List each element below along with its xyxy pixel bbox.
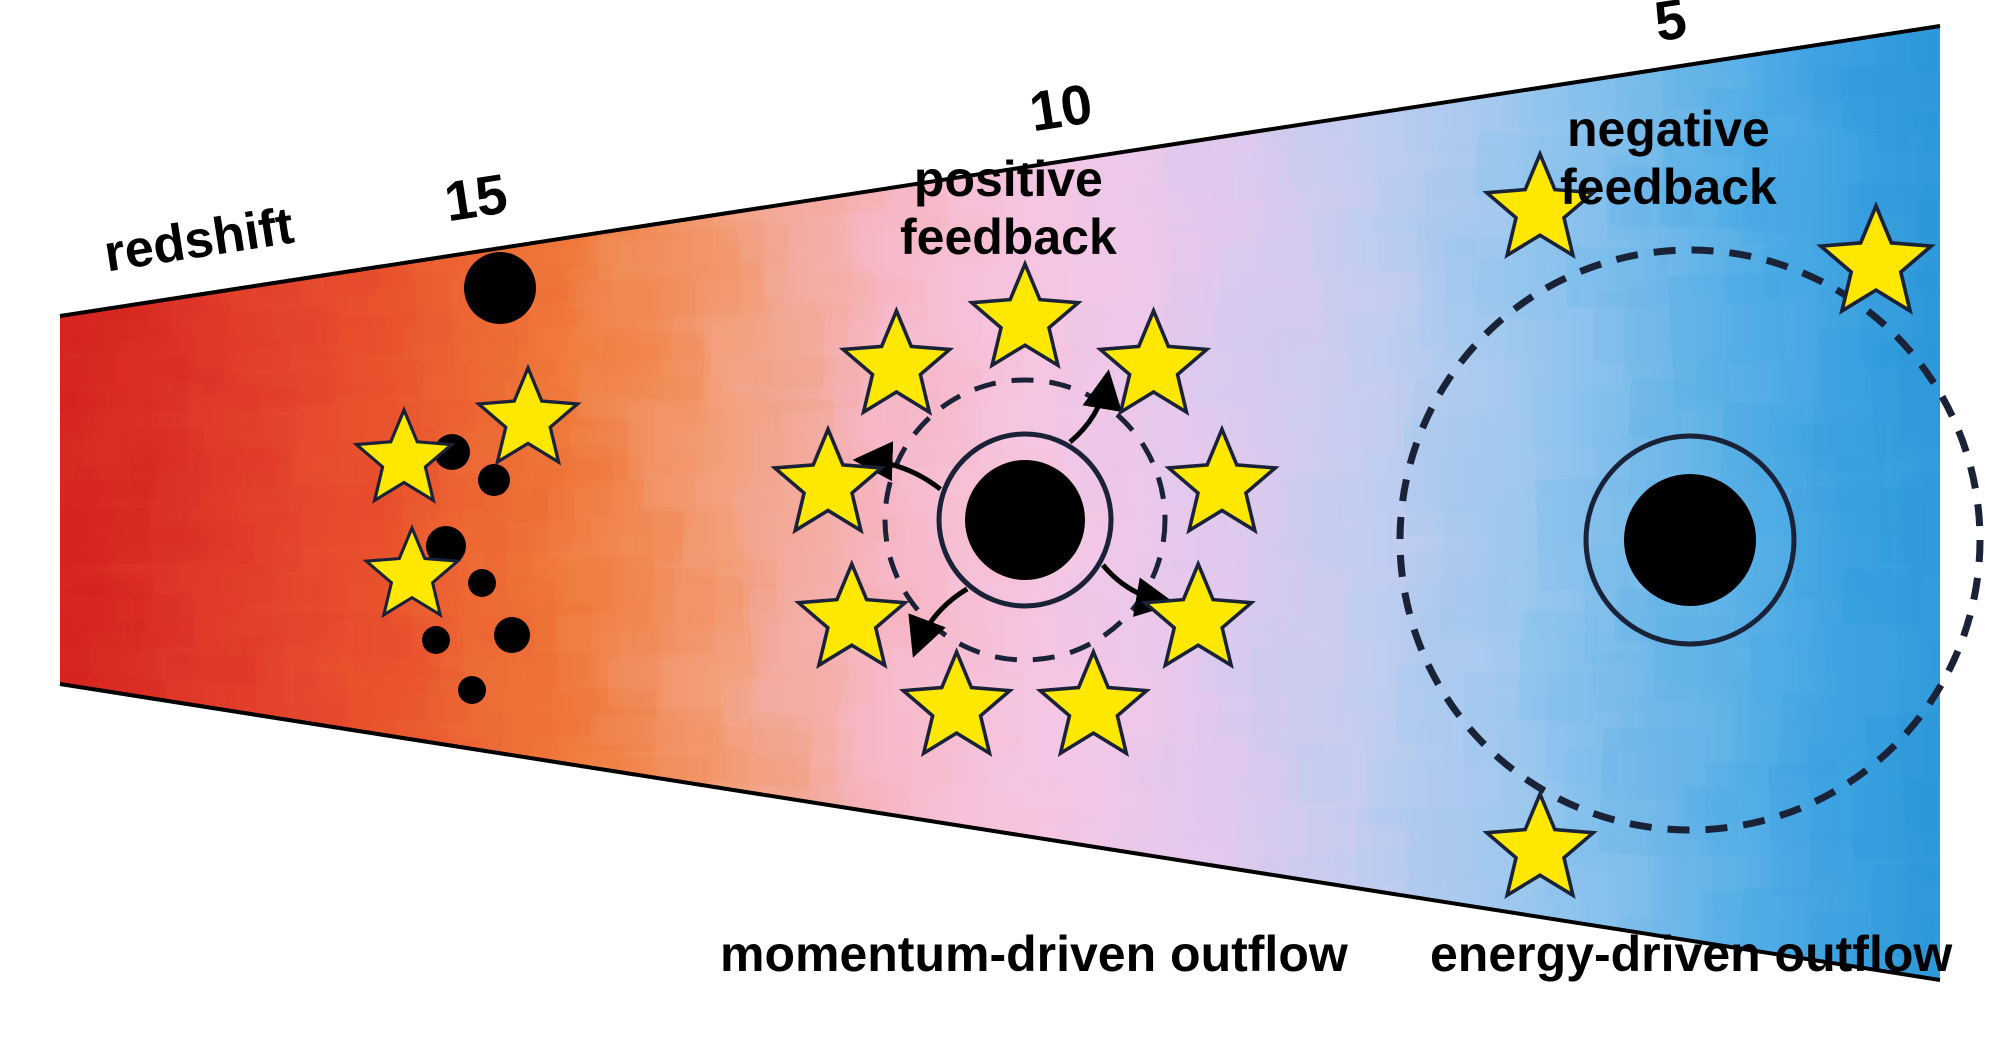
right-black-hole bbox=[1624, 474, 1756, 606]
seed-dot bbox=[464, 252, 536, 324]
diagram-stage: redshift15105positive feedbacknegative f… bbox=[0, 0, 2000, 1050]
axis-tick-15: 15 bbox=[440, 160, 512, 234]
caption: momentum-driven outflow bbox=[720, 925, 1348, 983]
seed-dot bbox=[468, 569, 496, 597]
caption: positive feedback bbox=[900, 150, 1117, 266]
caption: negative feedback bbox=[1560, 100, 1777, 216]
caption: energy-driven outflow bbox=[1430, 925, 1952, 983]
mid-black-hole bbox=[965, 460, 1085, 580]
seed-dot bbox=[494, 617, 530, 653]
axis-tick-10: 10 bbox=[1025, 70, 1097, 144]
seed-dot bbox=[458, 676, 486, 704]
seed-dot bbox=[478, 464, 510, 496]
seed-dot bbox=[422, 626, 450, 654]
